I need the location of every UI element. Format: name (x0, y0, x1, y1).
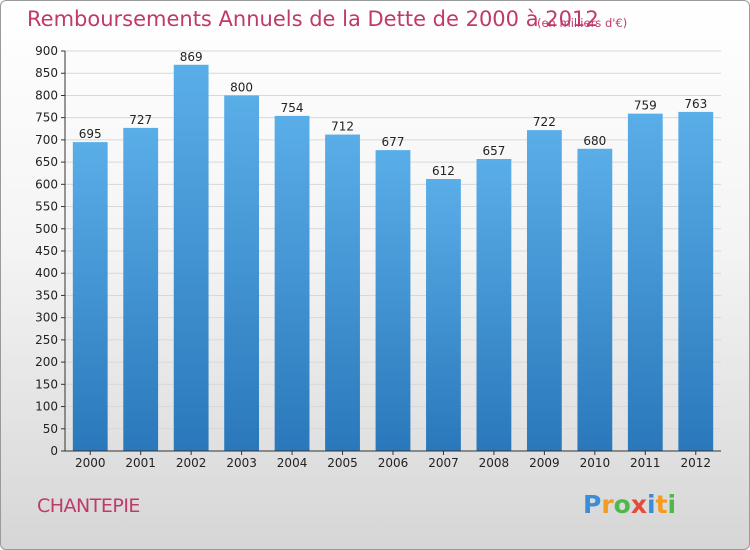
x-tick-label: 2000 (75, 456, 106, 470)
x-tick-label: 2010 (580, 456, 611, 470)
x-tick-label: 2003 (226, 456, 257, 470)
data-label: 763 (684, 97, 707, 111)
data-label: 800 (230, 80, 253, 94)
y-tick-label: 50 (43, 422, 58, 436)
data-label: 712 (331, 120, 354, 134)
bar-2010 (577, 148, 613, 451)
y-tick-label: 650 (35, 155, 58, 169)
bar-2001 (123, 127, 159, 451)
bar-2003 (224, 95, 260, 451)
logo-letter: t (655, 490, 668, 519)
data-label: 657 (482, 144, 505, 158)
y-tick-label: 900 (35, 44, 58, 58)
chart-title: Remboursements Annuels de la Dette de 20… (27, 7, 599, 31)
logo-letter: i (647, 490, 656, 519)
data-label: 727 (129, 113, 152, 127)
data-label: 759 (634, 99, 657, 113)
y-tick-label: 800 (35, 88, 58, 102)
bar-2012 (678, 111, 714, 451)
x-tick-label: 2011 (630, 456, 661, 470)
bar-2004 (274, 115, 310, 451)
data-label: 680 (583, 134, 606, 148)
y-tick-label: 850 (35, 66, 58, 80)
data-label: 722 (533, 115, 556, 129)
x-tick-label: 2005 (327, 456, 358, 470)
y-tick-label: 550 (35, 200, 58, 214)
bar-2002 (173, 64, 209, 452)
y-tick-label: 450 (35, 244, 58, 258)
x-tick-label: 2004 (277, 456, 308, 470)
logo-letter: P (583, 490, 602, 519)
bar-2008 (476, 159, 512, 451)
logo-letter: x (630, 490, 647, 519)
bar-2009 (526, 130, 562, 451)
bar-layer (72, 64, 714, 452)
bar-2007 (426, 179, 461, 451)
logo-letter: i (667, 490, 677, 519)
bar-2005 (325, 134, 360, 452)
y-tick-label: 200 (35, 355, 58, 369)
bar-2006 (375, 150, 411, 451)
y-tick-label: 300 (35, 311, 58, 325)
y-tick-label: 250 (35, 333, 58, 347)
city-name: CHANTEPIE (37, 495, 140, 517)
logo-letter: o (613, 490, 631, 519)
x-tick-label: 2012 (680, 456, 711, 470)
bar-2000 (72, 142, 108, 451)
logo-letter: r (601, 490, 614, 519)
y-tick-label: 0 (50, 444, 58, 458)
y-tick-label: 500 (35, 222, 58, 236)
y-tick-label: 350 (35, 288, 58, 302)
data-label: 754 (281, 101, 304, 115)
axis-layer: 0 50 100 150 200 250 300 350 400 450 500 550 600 650 7… (35, 44, 721, 458)
x-tick-label: 2006 (378, 456, 409, 470)
y-tick-label: 700 (35, 133, 58, 147)
x-tick-label: 2007 (428, 456, 459, 470)
proxiti-logo: Proxiti (583, 490, 676, 519)
x-tick-label: 2001 (125, 456, 156, 470)
data-label: 677 (382, 135, 405, 149)
x-tick-label: 2002 (176, 456, 207, 470)
y-tick-label: 150 (35, 377, 58, 391)
x-tick-label: 2008 (479, 456, 510, 470)
bar-2011 (627, 113, 663, 452)
y-tick-label: 100 (35, 400, 58, 414)
y-tick-label: 600 (35, 177, 58, 191)
y-tick-label: 400 (35, 266, 58, 280)
x-tick-label: 2009 (529, 456, 560, 470)
chart-unit-label: (en milliers d'€) (537, 16, 628, 30)
data-label: 612 (432, 164, 455, 178)
label-layer: 695 2000 727 2001 869 2002 800 2003 754 2004 712 20… (75, 50, 711, 470)
data-label: 695 (79, 127, 102, 141)
y-tick-label: 750 (35, 111, 58, 125)
data-label: 869 (180, 50, 203, 64)
